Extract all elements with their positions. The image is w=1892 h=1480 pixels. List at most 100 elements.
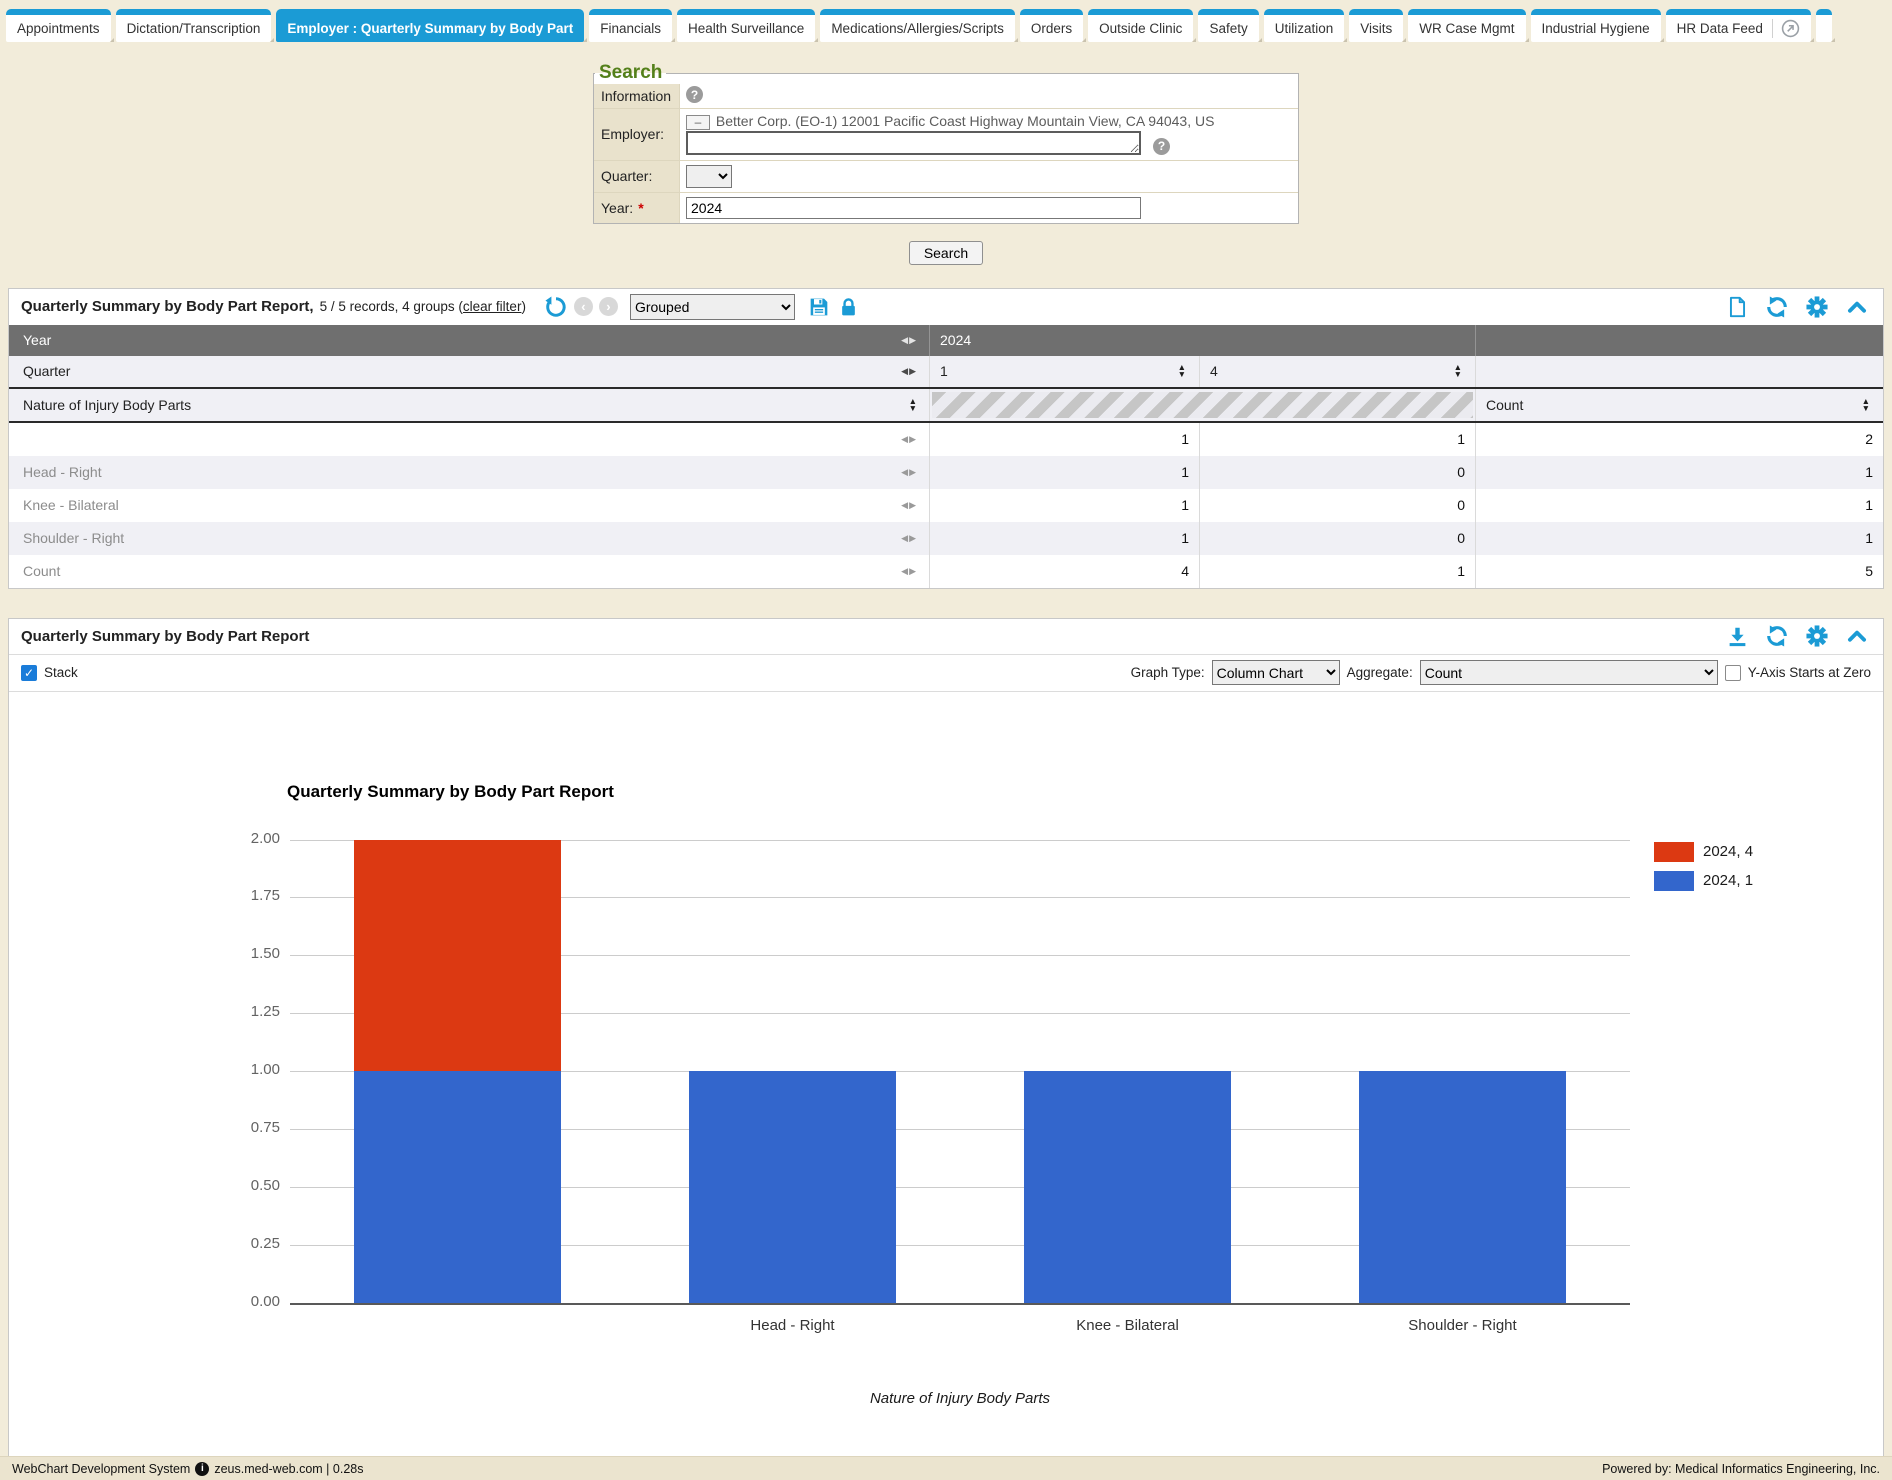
x-axis-title: Nature of Injury Body Parts [290,1390,1630,1407]
tab-hr-data-feed[interactable]: HR Data Feed [1666,9,1811,42]
cell-count: 5 [1475,555,1883,588]
move-row-icon[interactable]: ◀▶ [901,467,917,478]
yaxis-zero-checkbox[interactable] [1725,665,1741,681]
row-label: Head - Right [23,464,102,480]
sort-icon[interactable]: ▲▼ [1454,364,1462,378]
tab-label: Orders [1031,21,1072,36]
table-row[interactable]: Shoulder - Right◀▶ 1 0 1 [9,522,1883,555]
clear-filter-link[interactable]: clear filter [463,299,522,314]
prev-page-icon[interactable]: ‹ [574,297,593,316]
y-tick-label: 2.00 [200,830,280,847]
chart-region: Quarterly Summary by Body Part Report Na… [9,692,1883,1460]
undo-icon[interactable] [544,295,568,319]
stack-label: Stack [44,665,78,680]
sort-icon[interactable]: ▲▼ [1862,398,1870,412]
move-row-icon[interactable]: ◀▶ [901,500,917,511]
chart-legend: 2024, 42024, 1 [1654,842,1753,900]
move-row-icon[interactable]: ◀▶ [901,434,917,445]
cell-count: 2 [1475,423,1883,456]
count-header-label: Count [1486,397,1523,413]
y-tick-label: 0.00 [200,1293,280,1310]
collapse-panel-icon[interactable] [1845,624,1869,648]
x-category-label: Shoulder - Right [1295,1317,1630,1334]
tab-wr-case-mgmt[interactable]: WR Case Mgmt [1408,9,1525,42]
stack-checkbox[interactable]: ✓ [21,665,37,681]
gear-icon[interactable] [1805,295,1829,319]
refresh-icon[interactable] [1765,295,1789,319]
tab-utilization[interactable]: Utilization [1264,9,1345,42]
year-label: Year:* [594,193,680,223]
tab-health-surveillance[interactable]: Health Surveillance [677,9,815,42]
y-tick-label: 0.25 [200,1235,280,1252]
tab-industrial-hygiene[interactable]: Industrial Hygiene [1531,9,1661,42]
bar-segment [1024,1071,1231,1303]
gear-icon[interactable] [1805,624,1829,648]
row-label: Count [23,563,60,579]
download-icon[interactable] [1725,624,1749,648]
tab-label: HR Data Feed [1677,21,1763,36]
year-row: Year:* [594,192,1298,223]
tab-cutoff[interactable] [1816,9,1832,42]
employer-help-icon[interactable]: ? [1153,138,1170,155]
tab-label: Medications/Allergies/Scripts [831,21,1004,36]
tab-financials[interactable]: Financials [589,9,672,42]
refresh-icon[interactable] [1765,624,1789,648]
y-tick-label: 0.50 [200,1177,280,1194]
x-category-label: Knee - Bilateral [960,1317,1295,1334]
tab-label: Employer : Quarterly Summary by Body Par… [287,21,573,36]
chart-title: Quarterly Summary by Body Part Report [287,782,614,802]
collapse-panel-icon[interactable] [1845,295,1869,319]
tab-visits[interactable]: Visits [1349,9,1403,42]
popout-icon[interactable] [1772,19,1800,38]
employer-input[interactable] [686,131,1141,155]
tab-outside-clinic[interactable]: Outside Clinic [1088,9,1193,42]
table-row[interactable]: Head - Right◀▶ 1 0 1 [9,456,1883,489]
tab-label: Utilization [1275,21,1334,36]
grid-header-year-row: Year◀▶ 2024 [9,325,1883,356]
graph-type-select[interactable]: Column Chart [1212,660,1340,685]
yaxis-zero-label: Y-Axis Starts at Zero [1748,665,1871,680]
bar-segment [354,1071,561,1303]
move-row-icon[interactable]: ◀▶ [901,566,917,577]
tab-medications-allergies-scripts[interactable]: Medications/Allergies/Scripts [820,9,1015,42]
quarter-select[interactable] [686,165,732,188]
tab-appointments[interactable]: Appointments [6,9,111,42]
view-mode-select[interactable]: Grouped [630,294,795,320]
grid-header-quarter-row: Quarter◀▶ 1▲▼ 4▲▼ [9,356,1883,389]
cell-q4: 1 [1199,555,1475,588]
new-document-icon[interactable] [1725,295,1749,319]
footer-system-text: WebChart Development System [12,1462,190,1476]
tab-safety[interactable]: Safety [1198,9,1258,42]
records-text-end: ) [521,299,526,314]
lock-icon[interactable] [837,295,861,319]
tab-label: Visits [1360,21,1392,36]
information-help-icon[interactable]: ? [686,86,703,103]
sort-icon[interactable]: ▲▼ [1178,364,1186,378]
sort-icon[interactable]: ▲▼ [909,398,917,412]
chart-panel-title: Quarterly Summary by Body Part Report [21,628,309,645]
move-row-icon[interactable]: ◀▶ [901,533,917,544]
next-page-icon[interactable]: › [599,297,618,316]
table-row[interactable]: Knee - Bilateral◀▶ 1 0 1 [9,489,1883,522]
tab-label: Health Surveillance [688,21,804,36]
tab-label: Outside Clinic [1099,21,1182,36]
x-category-label: Head - Right [625,1317,960,1334]
move-column-icon[interactable]: ◀▶ [901,335,917,346]
table-row[interactable]: ◀▶ 1 1 2 [9,423,1883,456]
tab-employer-quarterly-summary[interactable]: Employer : Quarterly Summary by Body Par… [276,9,584,42]
year-input[interactable] [686,197,1141,219]
quarter-4-header: 4 [1210,363,1218,379]
year-header-label: Year [23,332,51,348]
move-column-icon[interactable]: ◀▶ [901,366,917,377]
table-row[interactable]: Count◀▶ 4 1 5 [9,555,1883,588]
tab-dictation-transcription[interactable]: Dictation/Transcription [116,9,272,42]
summary-grid: Year◀▶ 2024 Quarter◀▶ 1▲▼ 4▲▼ Nature of … [9,325,1883,588]
search-button[interactable]: Search [909,241,983,265]
save-icon[interactable] [807,295,831,319]
tab-orders[interactable]: Orders [1020,9,1083,42]
aggregate-select[interactable]: Count [1420,660,1718,685]
graph-type-label: Graph Type: [1131,665,1205,680]
collapse-employer-button[interactable]: – [686,115,710,130]
quarter-1-header: 1 [940,363,948,379]
info-icon[interactable]: i [195,1462,209,1476]
